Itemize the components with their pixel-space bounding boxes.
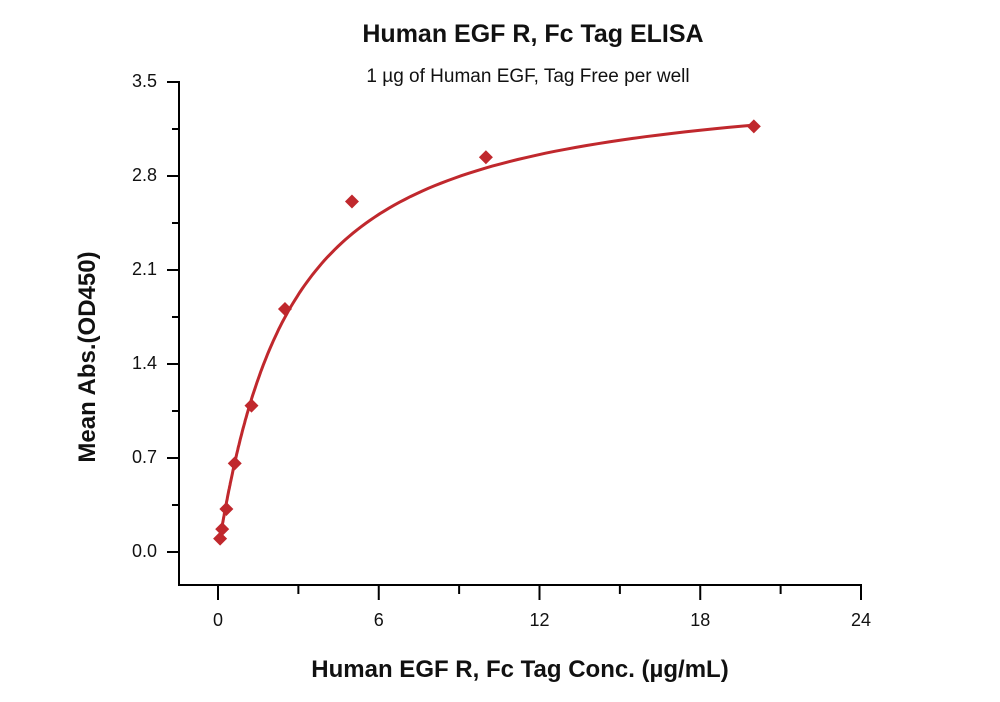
data-point-diamond-icon: [215, 522, 230, 537]
x-tick-label: 18: [690, 610, 711, 630]
data-point-diamond-icon: [213, 531, 228, 546]
x-tick-label: 6: [373, 610, 384, 630]
data-point-diamond-icon: [478, 150, 493, 165]
y-tick-label: 0.7: [131, 447, 157, 467]
fit-curve: [218, 123, 754, 539]
chart-title: Human EGF R, Fc Tag ELISA: [362, 20, 704, 48]
data-point-diamond-icon: [344, 194, 359, 209]
axes: [167, 81, 862, 600]
data-points: [213, 119, 761, 546]
data-point-diamond-icon: [227, 456, 242, 471]
data-point-diamond-icon: [244, 398, 259, 413]
y-tick-label: 0.0: [131, 541, 157, 561]
x-tick-label: 24: [850, 610, 872, 630]
x-tick-label: 12: [529, 610, 550, 630]
chart-subtitle: 1 µg of Human EGF, Tag Free per well: [366, 66, 690, 87]
y-tick-label: 3.5: [131, 71, 157, 91]
data-point-diamond-icon: [277, 301, 292, 316]
y-tick-label: 2.1: [131, 259, 157, 279]
y-tick-label: 2.8: [131, 165, 157, 185]
data-point-diamond-icon: [746, 119, 761, 134]
data-point-diamond-icon: [219, 502, 234, 517]
x-tick-label: 0: [212, 610, 223, 630]
x-axis-label: Human EGF R, Fc Tag Conc. (µg/mL): [311, 656, 729, 683]
y-tick-label: 1.4: [131, 353, 157, 373]
